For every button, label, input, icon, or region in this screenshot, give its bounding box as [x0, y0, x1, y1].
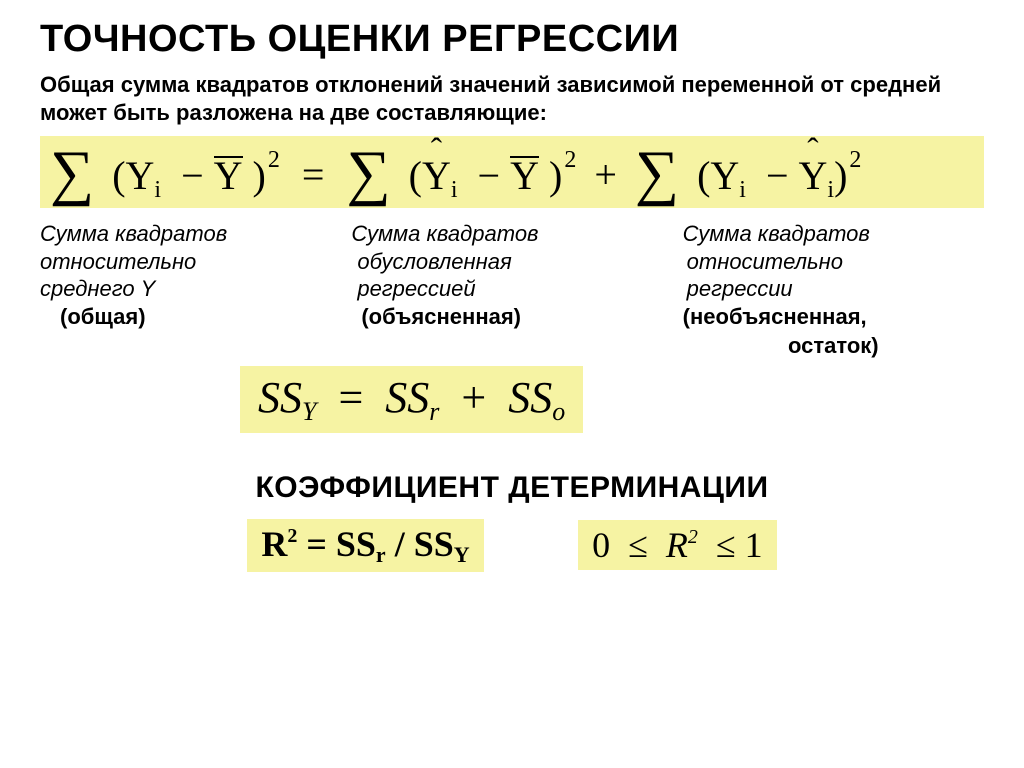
sigma-icon: ∑ [50, 142, 94, 204]
formula-decomposition: ∑ (Yi − Y )2 = ∑ (Yi − Y )2 + ∑ (Yi − Yi… [40, 136, 984, 208]
label-unexplained: Сумма квадратов относительно регрессии (… [653, 220, 984, 360]
subtitle: КОЭФФИЦИЕНТ ДЕТЕРМИНАЦИИ [40, 471, 984, 505]
label-explained: Сумма квадратов обусловленная регрессией… [341, 220, 652, 360]
slide-title: ТОЧНОСТЬ ОЦЕНКИ РЕГРЕССИИ [40, 18, 984, 61]
sigma-icon: ∑ [346, 142, 390, 204]
formula-labels: Сумма квадратов относительно среднего Y … [40, 220, 984, 360]
formula-r2: R2 = SSr / SSY [247, 519, 483, 572]
formula-ss: SSY = SSr + SSo [240, 366, 583, 433]
label-total: Сумма квадратов относительно среднего Y … [40, 220, 341, 360]
formula-r2-range: 0 ≤ R2 ≤ 1 [578, 520, 777, 570]
intro-text: Общая сумма квадратов отклонений значени… [40, 71, 984, 126]
sigma-icon: ∑ [635, 142, 679, 204]
